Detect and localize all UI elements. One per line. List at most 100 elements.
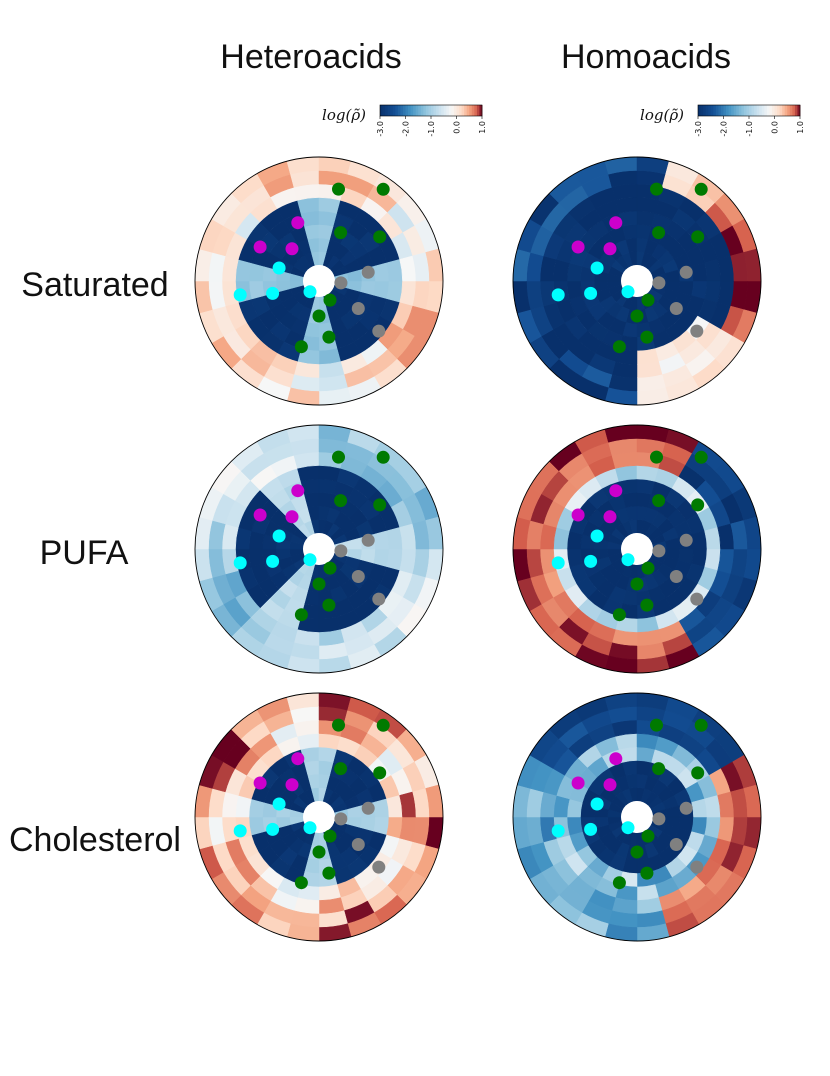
colorbar-swatch <box>413 105 417 116</box>
marker-green <box>652 494 666 508</box>
marker-cyan <box>551 556 565 570</box>
colorbar-swatch <box>774 105 778 116</box>
colorbar-swatch <box>759 105 763 116</box>
colorbar-swatch <box>700 105 704 116</box>
marker-magenta <box>609 484 623 498</box>
marker-green <box>332 182 345 196</box>
polar-panel-cholesterol-heteroacids <box>194 692 444 942</box>
marker-green <box>334 494 348 508</box>
colorbar-swatch <box>736 105 740 116</box>
density-cell <box>553 795 570 818</box>
marker-green <box>612 876 626 890</box>
colorbar-swatch <box>698 105 701 116</box>
panel-outline <box>194 692 444 942</box>
marker-cyan <box>590 261 604 275</box>
marker-cyan <box>621 285 635 299</box>
colorbar-swatch <box>441 105 445 116</box>
colorbars: log(ρ̃) -3.0 -2.0 -1.0 0.0 1.0 log(ρ̃) -3.0 -2.0… <box>322 104 805 137</box>
colorbar-tick-label: 0.0 <box>771 121 780 134</box>
panel-outline <box>512 156 762 406</box>
colorbar-label: log(ρ̃) <box>640 106 684 124</box>
marker-green <box>323 561 337 575</box>
colorbar-swatch <box>713 105 717 116</box>
colorbar-tick-label: 0.0 <box>453 121 462 134</box>
colorbar-swatch <box>459 105 462 116</box>
marker-cyan <box>621 553 635 567</box>
density-cell <box>566 816 583 836</box>
density-cell <box>318 348 341 365</box>
colorbar-tick-label: -2.0 <box>720 121 729 137</box>
density-cell <box>704 280 721 303</box>
colorbar-swatch <box>777 105 780 116</box>
marker-green <box>612 340 626 354</box>
marker-gray <box>652 544 666 558</box>
density-cell <box>615 465 638 482</box>
panel-outline <box>512 692 762 942</box>
marker-green <box>691 498 705 512</box>
marker-cyan <box>233 824 247 838</box>
marker-green <box>691 230 705 244</box>
marker-green <box>312 309 326 323</box>
marker-magenta <box>571 508 585 522</box>
colorbar-swatch <box>708 105 712 116</box>
marker-green <box>630 309 644 323</box>
marker-gray <box>361 801 375 815</box>
density-cell <box>248 816 265 836</box>
marker-green <box>694 182 708 196</box>
density-cell <box>636 733 659 750</box>
colorbar-swatch <box>789 105 793 116</box>
density-cell <box>373 798 390 818</box>
colorbar-swatch <box>410 105 414 116</box>
marker-magenta <box>285 778 299 792</box>
marker-gray <box>690 324 704 338</box>
marker-green <box>322 866 336 880</box>
marker-green <box>612 608 626 622</box>
colorbar-tick-label: -1.0 <box>427 121 436 137</box>
panel-outline <box>194 156 444 406</box>
colorbar-swatch <box>756 105 760 116</box>
marker-gray <box>372 324 386 338</box>
colorbar-swatch <box>461 105 465 116</box>
marker-green <box>294 340 308 354</box>
colorbar-swatch <box>715 105 719 116</box>
density-cell <box>386 548 403 571</box>
marker-green <box>694 450 708 464</box>
colorbar-tick-label: -2.0 <box>402 121 411 137</box>
marker-magenta <box>291 216 305 230</box>
marker-magenta <box>603 778 617 792</box>
density-cell <box>691 530 708 550</box>
marker-magenta <box>609 216 623 230</box>
colorbar-swatch <box>733 105 737 116</box>
colorbar-swatch <box>397 105 401 116</box>
marker-green <box>650 182 663 196</box>
marker-green <box>640 598 654 612</box>
marker-gray <box>690 860 704 874</box>
marker-gray <box>334 544 348 558</box>
marker-green <box>641 829 655 843</box>
colorbar-swatch <box>743 105 747 116</box>
marker-gray <box>652 276 666 290</box>
density-cell <box>636 884 659 901</box>
marker-gray <box>334 812 348 826</box>
density-cell <box>704 548 721 571</box>
marker-green <box>373 498 387 512</box>
colorbar-swatch <box>479 105 483 116</box>
colorbar-swatch <box>446 105 450 116</box>
marker-magenta <box>571 776 585 790</box>
colorbar-swatch <box>436 105 440 116</box>
colorbar-swatch <box>395 105 399 116</box>
colorbar-tick-label: -3.0 <box>694 121 703 137</box>
colorbar-swatch <box>771 105 775 116</box>
marker-green <box>694 718 708 732</box>
marker-gray <box>351 302 365 315</box>
column-title-homoacids: Homoacids <box>561 38 731 76</box>
density-cell <box>704 259 721 282</box>
marker-magenta <box>609 752 623 766</box>
density-cell <box>235 527 252 550</box>
marker-green <box>323 829 337 843</box>
density-cell <box>704 816 721 839</box>
colorbar-swatch <box>425 105 429 116</box>
marker-magenta <box>291 752 305 766</box>
marker-cyan <box>303 285 317 299</box>
